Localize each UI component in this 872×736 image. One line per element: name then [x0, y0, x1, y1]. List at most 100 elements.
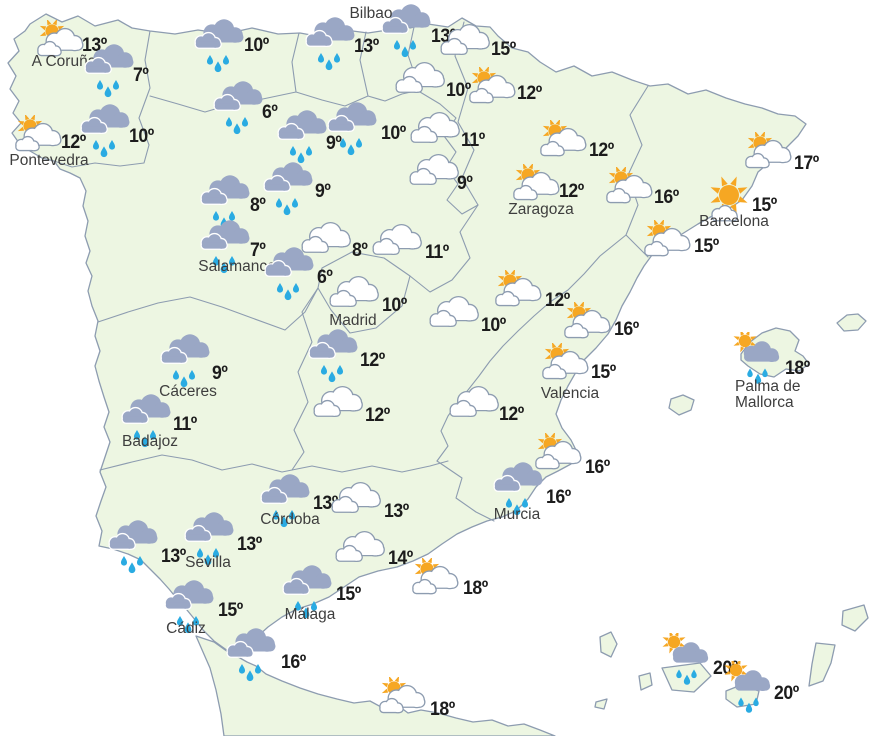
temperature-label: 16º	[546, 487, 571, 508]
clouds-icon	[409, 110, 465, 166]
sun-behind-cloud-icon	[537, 118, 593, 176]
clouds-icon	[371, 222, 427, 278]
clouds-icon	[408, 152, 464, 208]
temperature-label: 9º	[457, 173, 473, 194]
temperature-label: 13º	[354, 36, 379, 57]
city-label: Zaragoza	[508, 201, 574, 218]
city-label: Córdoba	[260, 511, 320, 528]
region-border	[97, 287, 319, 331]
temperature-label: 16º	[585, 457, 610, 478]
region-border	[436, 460, 495, 522]
rain-cloud-icon	[277, 108, 333, 164]
region-border	[291, 32, 300, 93]
city-label: Sevilla	[185, 554, 231, 571]
temperature-label: 9º	[315, 181, 331, 202]
region-border	[419, 91, 479, 215]
temperature-label: 6º	[317, 267, 333, 288]
temperature-label: 15º	[491, 39, 516, 60]
city-label: Barcelona	[699, 213, 769, 230]
temperature-label: 10º	[129, 126, 154, 147]
temperature-label: 16º	[281, 652, 306, 673]
city-label: Málaga	[284, 606, 336, 623]
island-el-hierro	[594, 698, 608, 710]
temperature-label: 15º	[218, 600, 243, 621]
temperature-label: 10º	[381, 123, 406, 144]
temperature-label: 8º	[250, 195, 266, 216]
temperature-label: 12º	[360, 350, 385, 371]
temperature-label: 13º	[384, 501, 409, 522]
temperature-label: 14º	[388, 548, 413, 569]
temperature-label: 13º	[161, 546, 186, 567]
sun-behind-cloud-icon	[466, 65, 522, 123]
sun-behind-cloud-icon	[532, 431, 588, 489]
clouds-icon	[428, 294, 484, 350]
city-label: Cádiz	[166, 620, 206, 637]
clouds-icon	[334, 529, 390, 585]
city-label: Salamanca	[198, 258, 276, 275]
sun-behind-cloud-icon	[641, 218, 697, 276]
rain-cloud-icon	[226, 626, 282, 682]
sun-behind-cloud-icon	[742, 130, 798, 188]
temperature-label: 10º	[382, 295, 407, 316]
island-la-gomera	[638, 672, 653, 691]
sun-and-rain-cloud-icon	[661, 630, 717, 689]
clouds-icon	[330, 480, 386, 536]
rain-cloud-icon	[308, 327, 364, 383]
temperature-label: 12º	[61, 132, 86, 153]
temperature-label: 12º	[499, 404, 524, 425]
temperature-label: 12º	[559, 181, 584, 202]
temperature-label: 10º	[244, 35, 269, 56]
temperature-label: 17º	[794, 153, 819, 174]
temperature-label: 20º	[774, 683, 799, 704]
temperature-label: 12º	[517, 83, 542, 104]
temperature-label: 15º	[752, 195, 777, 216]
temperature-label: 9º	[326, 133, 342, 154]
region-borders	[53, 21, 649, 522]
city-label: Palma de Mallorca	[735, 378, 801, 411]
temperature-label: 12º	[545, 290, 570, 311]
temperature-label: 12º	[589, 140, 614, 161]
city-label: Cáceres	[159, 383, 217, 400]
rain-cloud-icon	[213, 79, 269, 135]
temperature-label: 13º	[237, 534, 262, 555]
city-label: Bilbao	[349, 5, 393, 22]
temperature-label: 9º	[212, 363, 228, 384]
temperature-label: 18º	[785, 358, 810, 379]
island-lanzarote	[841, 604, 869, 632]
region-border	[291, 287, 319, 471]
temperature-label: 12º	[365, 405, 390, 426]
city-label: A Coruña	[31, 53, 97, 70]
rain-cloud-icon	[160, 332, 216, 388]
temperature-label: 11º	[425, 242, 449, 263]
island-menorca	[836, 313, 867, 332]
temperature-label: 16º	[654, 187, 679, 208]
region-border	[359, 31, 369, 97]
temperature-label: 15º	[694, 236, 719, 257]
sun-behind-cloud-icon	[409, 556, 465, 614]
temperature-label: 18º	[430, 699, 455, 720]
temperature-label: 16º	[614, 319, 639, 340]
temperature-label: 7º	[250, 240, 266, 261]
temperature-label: 20º	[713, 658, 738, 679]
sun-behind-cloud-icon	[603, 165, 659, 223]
city-label: Pontevedra	[9, 152, 89, 169]
region-border	[53, 30, 151, 168]
rain-cloud-icon	[263, 160, 319, 216]
island-ibiza	[668, 394, 695, 416]
rain-cloud-icon	[80, 102, 136, 158]
temperature-label: 11º	[173, 414, 197, 435]
sun-behind-cloud-icon	[376, 675, 432, 733]
temperature-label: 10º	[481, 315, 506, 336]
temperature-label: 7º	[133, 65, 149, 86]
region-border	[149, 89, 421, 113]
region-border	[317, 251, 411, 334]
rain-cloud-icon	[108, 518, 164, 574]
clouds-icon	[448, 384, 504, 440]
region-border	[99, 454, 449, 473]
city-label: Valencia	[540, 385, 600, 402]
temperature-label: 15º	[591, 362, 616, 383]
rain-cloud-icon	[200, 173, 256, 229]
rain-cloud-icon	[194, 17, 250, 73]
